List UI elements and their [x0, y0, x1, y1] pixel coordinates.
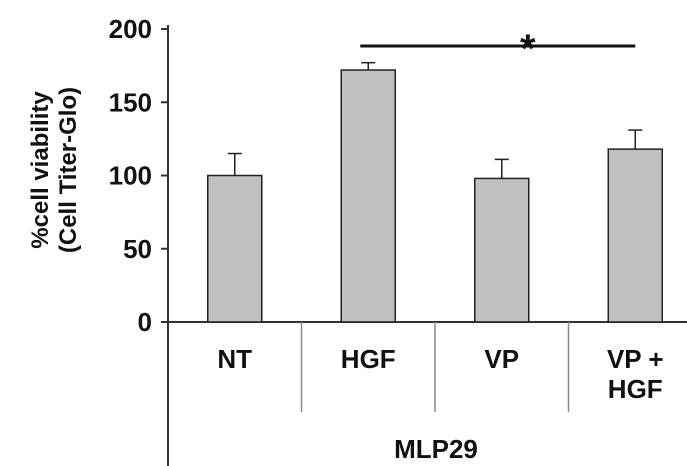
group-label: MLP29 [394, 434, 478, 464]
y-axis-title-group: %cell viability (Cell Titer-Glo) [27, 87, 82, 253]
significance-asterisk: * [520, 27, 536, 71]
y-axis-title-line1: %cell viability [27, 91, 54, 249]
y-tick-label: 0 [138, 307, 152, 337]
category-label: VP [484, 344, 519, 374]
category-label: NT [217, 344, 252, 374]
y-tick-label: 50 [123, 234, 152, 264]
bar [607, 148, 663, 323]
y-tick-label: 100 [109, 161, 152, 191]
category-label: HGF [608, 374, 663, 404]
category-label: VP + [607, 344, 664, 374]
y-tick-label: 200 [109, 14, 152, 44]
bar [340, 69, 396, 323]
category-label: HGF [341, 344, 396, 374]
y-tick-label: 150 [109, 87, 152, 117]
bar [474, 177, 530, 323]
bar [207, 174, 263, 323]
y-axis-title-line2: (Cell Titer-Glo) [55, 87, 82, 253]
